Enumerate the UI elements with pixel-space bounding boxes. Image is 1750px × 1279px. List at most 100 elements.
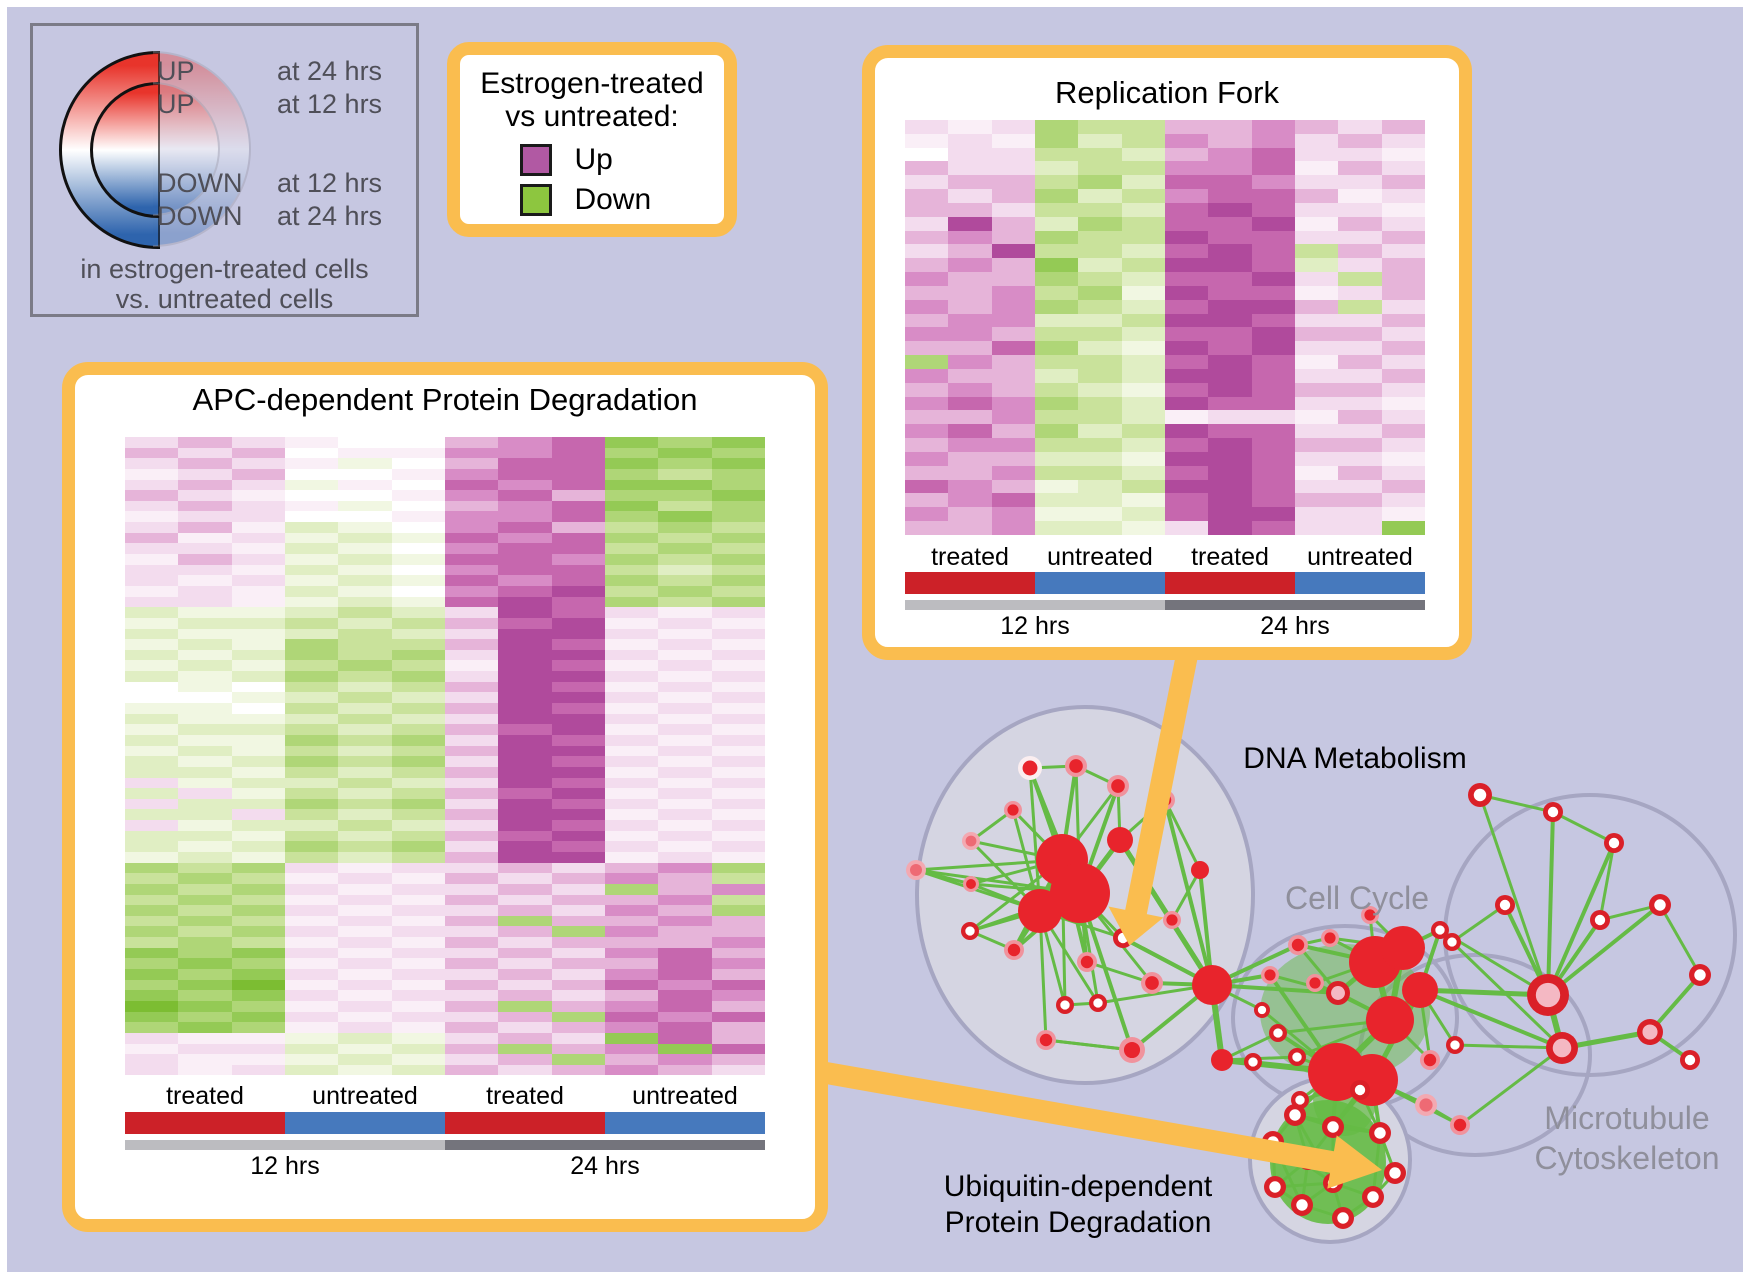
estrogen-legend-title-line1: Estrogen-treated — [480, 67, 704, 100]
network-node-core — [966, 879, 976, 889]
network-edge — [1045, 1038, 1133, 1052]
legend-down-24-time: at 24 hrs — [277, 201, 383, 231]
rf-panel-title: Replication Fork — [1055, 75, 1279, 110]
network-node-center — [1447, 937, 1457, 947]
network-node-core — [1123, 1041, 1141, 1059]
network-node-core — [1419, 1098, 1433, 1112]
legend-down-12-main: DOWN — [157, 168, 243, 198]
network-node-core — [1324, 932, 1336, 944]
network-node-core — [1364, 909, 1376, 921]
network-node-center — [1295, 1095, 1305, 1105]
network-node-center — [1642, 1024, 1658, 1040]
network-node-core — [910, 864, 922, 876]
down-color-swatch — [520, 184, 552, 216]
network-node-core — [965, 835, 977, 847]
network-node-core — [1080, 955, 1094, 969]
concentric-circles-icon — [59, 51, 251, 249]
network-node-solid — [1366, 996, 1414, 1044]
network-edge — [1419, 988, 1563, 1050]
inner-circle — [90, 82, 220, 218]
network-edge — [1546, 842, 1616, 996]
network-edge — [1170, 869, 1202, 921]
network-node-center — [1289, 1109, 1301, 1121]
network-node-core — [1145, 976, 1159, 990]
network-node-core — [1039, 1033, 1053, 1047]
network-node-center — [1257, 1005, 1267, 1015]
network-edge — [1478, 794, 1550, 996]
network-node-solid — [1402, 972, 1438, 1008]
network-node-center — [1684, 1054, 1696, 1066]
network-edge — [1479, 793, 1554, 814]
network-node-solid — [1192, 965, 1232, 1005]
network-edge — [1451, 903, 1506, 944]
up-color-swatch — [520, 144, 552, 176]
estrogen-legend-box: Estrogen-treated vs untreated: Up Down — [447, 42, 737, 237]
network-edge — [1552, 810, 1615, 845]
legend-row-down: Down — [520, 183, 651, 216]
network-node-center — [1654, 899, 1666, 911]
network-node-core — [1007, 943, 1021, 957]
estrogen-legend-title-line2: vs untreated: — [505, 100, 679, 133]
network-node-center — [1552, 1038, 1572, 1058]
down-swatch-label: Down — [574, 183, 652, 216]
network-node-solid — [1191, 861, 1209, 879]
network-node-solid — [1381, 926, 1425, 970]
network-node-center — [1473, 788, 1487, 802]
apc-panel-title: APC-dependent Protein Degradation — [192, 382, 698, 417]
network-node-core — [1309, 977, 1321, 989]
network-node-center — [1060, 1000, 1070, 1010]
network-edge — [1419, 987, 1549, 998]
network-node-center — [1273, 1028, 1283, 1038]
dna-metabolism-label: DNA Metabolism — [1243, 742, 1467, 775]
microtubule-label-line1: Microtubule — [1544, 1100, 1710, 1136]
microtubule-label-line2: Cytoskeleton — [1534, 1140, 1720, 1176]
network-edge — [1598, 842, 1616, 921]
network-node-center — [1093, 998, 1103, 1008]
network-node-center — [1292, 1052, 1302, 1062]
legend-up-12-main: UP — [157, 89, 195, 119]
network-edge — [1546, 811, 1555, 996]
ubiquitin-label-line1: Ubiquitin-dependent — [943, 1170, 1213, 1203]
network-node-center — [1327, 1121, 1339, 1133]
network-node-center — [1374, 1127, 1386, 1139]
network-node-center — [1296, 1199, 1308, 1211]
network-edge — [1086, 960, 1153, 985]
network-node-center — [1594, 914, 1606, 926]
apc-degradation-panel — [62, 362, 828, 1232]
network-node-center — [1694, 969, 1706, 981]
network-node-core — [1007, 804, 1019, 816]
legend-down-24-main: DOWN — [157, 201, 243, 231]
network-node-center — [1435, 925, 1445, 935]
network-node-center — [1269, 1181, 1281, 1193]
cell-cycle-label: Cell Cycle — [1284, 880, 1430, 916]
network-node-center — [1547, 806, 1559, 818]
network-edge — [1163, 799, 1202, 871]
network-edge — [1546, 903, 1662, 997]
network-node-core — [1166, 914, 1178, 926]
up-swatch-label: Up — [574, 143, 613, 176]
network-node-center — [1331, 986, 1345, 1000]
network-node-core — [1453, 1118, 1467, 1132]
network-node-solid — [1107, 827, 1133, 853]
network-node-solid — [1050, 863, 1110, 923]
network-node-solid — [1211, 1049, 1233, 1071]
arrow-replication-fork-to-dna — [1108, 647, 1199, 946]
inner-circle-left-half — [90, 82, 160, 218]
network-node-center — [1354, 1084, 1366, 1096]
arrow-apc-to-ubiquitin — [796, 1057, 1382, 1189]
network-node-center — [1608, 837, 1620, 849]
network-node-center — [1535, 982, 1561, 1008]
network-node-center — [1450, 1040, 1460, 1050]
network-node-core — [1022, 760, 1038, 776]
network-node-core — [1264, 969, 1276, 981]
network-node-center — [1389, 1167, 1401, 1179]
network-node-center — [1499, 899, 1511, 911]
legend-footer-line1: in estrogen-treated cells — [80, 254, 369, 284]
replication-fork-panel — [862, 45, 1472, 660]
network-node-core — [1111, 779, 1125, 793]
legend-up-12-time: at 12 hrs — [277, 89, 383, 119]
network-node-center — [1367, 1191, 1379, 1203]
network-edge — [1658, 904, 1702, 976]
